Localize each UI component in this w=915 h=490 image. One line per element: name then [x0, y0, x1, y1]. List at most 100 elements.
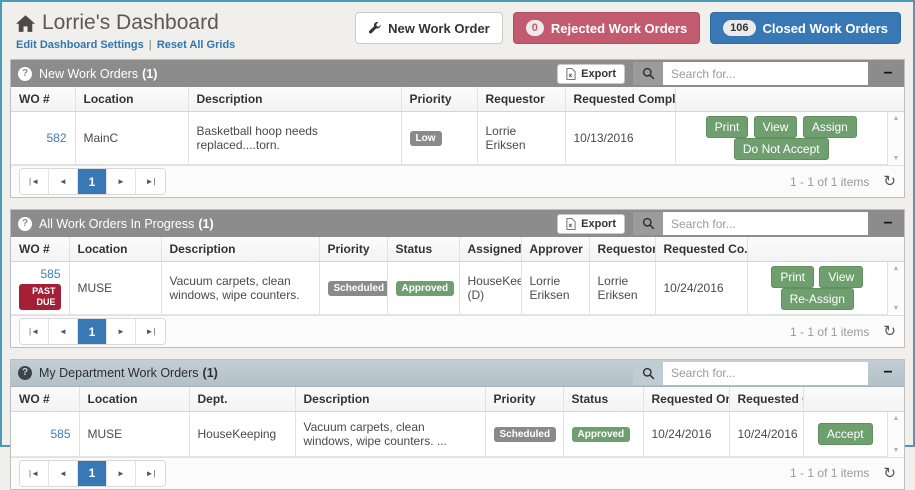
column-header-row: WO # Location Dept. Description Priority… [11, 387, 904, 412]
scroll-up-icon[interactable]: ▲ [892, 265, 900, 272]
wo-number-link[interactable]: 582 [46, 131, 67, 145]
new-work-order-button[interactable]: New Work Order [355, 12, 503, 44]
help-icon[interactable]: ? [18, 216, 32, 231]
column-header-wo[interactable]: WO # [11, 387, 79, 412]
do-not-accept-button[interactable]: Do Not Accept [733, 138, 829, 160]
column-header-wo[interactable]: WO # [11, 87, 75, 112]
column-header-requested-completion[interactable]: Requested C... [728, 387, 803, 412]
help-icon[interactable]: ? [18, 66, 32, 81]
export-label: Export [581, 67, 616, 80]
closed-work-orders-button[interactable]: 106 Closed Work Orders [710, 12, 901, 44]
minimize-button[interactable]: − [876, 214, 900, 234]
page-title: Lorrie's Dashboard [42, 11, 219, 34]
pager: |◄ ◄ 1 ► ►| [19, 318, 166, 345]
column-header-location[interactable]: Location [78, 387, 189, 412]
wo-number-link[interactable]: 585 [40, 266, 61, 281]
export-button[interactable]: Export [557, 213, 625, 234]
last-page-button[interactable]: ►| [136, 169, 165, 194]
column-header-status[interactable]: Status [386, 237, 459, 262]
last-page-button[interactable]: ►| [136, 460, 165, 486]
refresh-icon[interactable]: ↻ [883, 323, 896, 340]
page-1-button[interactable]: 1 [78, 319, 107, 344]
prev-page-button[interactable]: ◄ [49, 169, 78, 194]
column-header-row: WO # Location Description Priority Reque… [11, 87, 904, 112]
column-header-dept[interactable]: Dept. [188, 387, 295, 412]
column-header-location[interactable]: Location [68, 237, 161, 262]
location-cell: MainC [74, 112, 188, 165]
edit-dashboard-settings-link[interactable]: Edit Dashboard Settings [16, 39, 144, 51]
page-1-button[interactable]: 1 [78, 169, 107, 194]
view-button[interactable]: View [819, 266, 864, 288]
first-page-button[interactable]: |◄ [20, 319, 49, 344]
export-button[interactable]: Export [557, 63, 625, 84]
vertical-scrollbar[interactable]: ▲ ▼ [887, 412, 904, 457]
wo-number-link[interactable]: 585 [50, 426, 71, 441]
help-icon[interactable]: ? [18, 366, 32, 380]
minimize-button[interactable]: − [876, 64, 900, 84]
reassign-button[interactable]: Re-Assign [780, 288, 854, 310]
requested-on-cell: 10/24/2016 [642, 412, 729, 457]
column-header-wo[interactable]: WO # [11, 237, 69, 262]
search-input[interactable] [663, 212, 868, 235]
column-header-priority[interactable]: Priority [400, 87, 477, 112]
requested-completion-cell: 10/24/2016 [728, 412, 803, 457]
column-header-assigned[interactable]: Assigned [458, 237, 521, 262]
prev-page-button[interactable]: ◄ [49, 460, 78, 486]
column-header-description[interactable]: Description [160, 237, 319, 262]
requestor-cell: Lorrie Eriksen [588, 262, 655, 315]
scroll-down-icon[interactable]: ▼ [892, 155, 900, 162]
search-icon[interactable] [633, 62, 663, 85]
next-page-button[interactable]: ► [107, 319, 136, 344]
search-input[interactable] [663, 62, 868, 85]
column-header-priority[interactable]: Priority [484, 387, 563, 412]
column-header-requestor[interactable]: Requestor [476, 87, 565, 112]
first-page-button[interactable]: |◄ [20, 460, 49, 486]
accept-button[interactable]: Accept [817, 422, 873, 445]
column-header-requested-completion[interactable]: Requested Comple... [564, 87, 675, 112]
column-header-status[interactable]: Status [562, 387, 643, 412]
next-page-button[interactable]: ► [107, 169, 136, 194]
column-header-priority[interactable]: Priority [318, 237, 387, 262]
view-button[interactable]: View [753, 116, 798, 138]
vertical-scrollbar[interactable]: ▲ ▼ [887, 262, 904, 315]
requestor-cell: Lorrie Eriksen [476, 112, 565, 165]
last-page-button[interactable]: ►| [136, 319, 165, 344]
work-orders-in-progress-header: ? All Work Orders In Progress (1) Export… [11, 210, 904, 237]
search-input[interactable] [663, 361, 868, 385]
reset-all-grids-link[interactable]: Reset All Grids [156, 39, 236, 51]
next-page-button[interactable]: ► [107, 460, 136, 486]
approver-cell: Lorrie Eriksen [520, 262, 589, 315]
vertical-scrollbar[interactable]: ▲ ▼ [887, 112, 904, 165]
first-page-button[interactable]: |◄ [20, 169, 49, 194]
column-header-approver[interactable]: Approver [520, 237, 589, 262]
minimize-button[interactable]: − [876, 363, 900, 383]
scroll-up-icon[interactable]: ▲ [892, 115, 900, 122]
closed-count-badge: 106 [723, 20, 756, 36]
assign-button[interactable]: Assign [802, 116, 857, 138]
location-cell: MUSE [78, 412, 189, 457]
print-button[interactable]: Print [705, 116, 749, 138]
column-header-requested-completion[interactable]: Requested Co... [654, 237, 747, 262]
prev-page-button[interactable]: ◄ [49, 319, 78, 344]
refresh-icon[interactable]: ↻ [883, 173, 896, 190]
column-header-requestor[interactable]: Requestor [588, 237, 655, 262]
export-file-icon [566, 217, 576, 230]
scroll-down-icon[interactable]: ▼ [892, 446, 900, 454]
export-file-icon [566, 67, 576, 80]
rejected-work-orders-button[interactable]: 0 Rejected Work Orders [512, 12, 701, 44]
column-header-description[interactable]: Description [294, 387, 485, 412]
column-header-requested-on[interactable]: Requested On [642, 387, 729, 412]
table-row: 585 MUSE HouseKeeping Vacuum carpets, cl… [11, 412, 887, 457]
print-button[interactable]: Print [771, 266, 815, 288]
scroll-down-icon[interactable]: ▼ [892, 305, 900, 312]
panel-count: (1) [142, 66, 158, 81]
column-header-location[interactable]: Location [74, 87, 188, 112]
description-cell: Basketball hoop needs replaced....torn. [187, 112, 401, 165]
search-icon[interactable] [633, 361, 663, 385]
search-icon[interactable] [633, 212, 663, 235]
panel-title: My Department Work Orders [39, 366, 199, 380]
column-header-description[interactable]: Description [187, 87, 401, 112]
refresh-icon[interactable]: ↻ [883, 464, 896, 482]
page-1-button[interactable]: 1 [78, 460, 107, 486]
scroll-up-icon[interactable]: ▲ [892, 415, 900, 422]
